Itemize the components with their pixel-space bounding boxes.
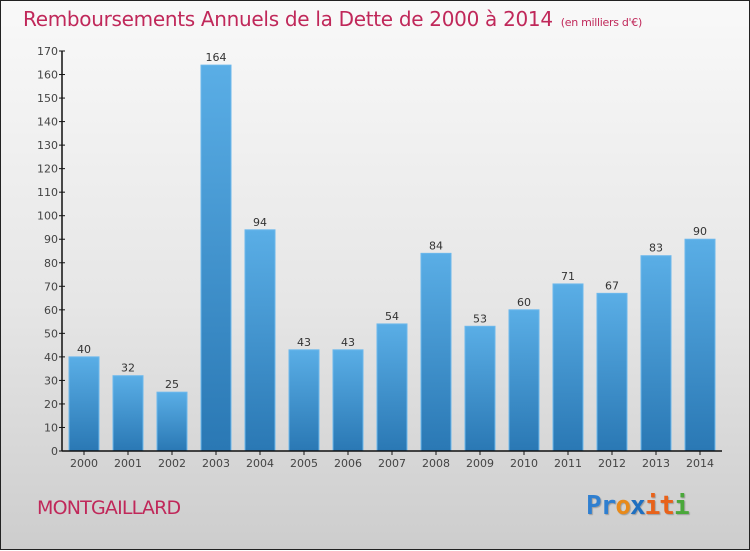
x-tick-label-2001: 2001 [114, 457, 142, 470]
x-tick-label-2006: 2006 [334, 457, 362, 470]
bar-2014 [684, 238, 716, 452]
value-label-2006: 43 [341, 336, 355, 349]
value-label-2003: 164 [206, 51, 227, 64]
value-label-2002: 25 [165, 378, 179, 391]
y-tick-label: 0 [51, 445, 58, 458]
x-tick-label-2000: 2000 [70, 457, 98, 470]
logo-letter: i [673, 491, 690, 521]
x-tick-label-2007: 2007 [378, 457, 406, 470]
y-tick-label: 160 [37, 69, 58, 82]
bar-2009 [464, 325, 496, 452]
x-tick-label-2003: 2003 [202, 457, 230, 470]
value-label-2012: 67 [605, 279, 619, 292]
value-label-2013: 83 [649, 242, 663, 255]
x-tick-label-2010: 2010 [510, 457, 538, 470]
y-tick-label: 90 [44, 233, 58, 246]
value-label-2004: 94 [253, 216, 267, 229]
chart-title-unit: (en milliers d'€) [560, 16, 642, 29]
x-tick-label-2005: 2005 [290, 457, 318, 470]
x-tick-label-2013: 2013 [642, 457, 670, 470]
value-label-2001: 32 [121, 362, 135, 375]
y-tick-label: 10 [44, 421, 58, 434]
bar-2003 [200, 64, 232, 452]
x-tick-label-2004: 2004 [246, 457, 274, 470]
logo-letter: t [659, 491, 675, 521]
y-tick-label: 50 [44, 327, 58, 340]
chart-title-main: Remboursements Annuels de la Dette de 20… [23, 7, 553, 31]
logo-letter: r [600, 491, 617, 521]
y-tick-label: 170 [37, 45, 58, 58]
y-axis: 0 10 20 30 40 50 60 70 80 90 100 110 120 130 140 150 160… [37, 45, 65, 458]
x-tick-label-2012: 2012 [598, 457, 626, 470]
x-tick-label-2014: 2014 [686, 457, 714, 470]
value-label-2011: 71 [561, 270, 575, 283]
bars-group: 40 32 25 164 94 43 43 54 84 53 60 71 67 83 90 [68, 51, 716, 452]
bar-2011 [552, 283, 584, 452]
town-name: MONTGAILLARD [37, 497, 181, 519]
y-tick-label: 110 [37, 186, 58, 199]
value-label-2000: 40 [77, 343, 91, 356]
y-tick-label: 60 [44, 304, 58, 317]
bar-2013 [640, 255, 672, 452]
x-axis: 2000 2001 2002 2003 2004 2005 2006 2007 2008 2009… [62, 450, 722, 470]
bar-2000 [68, 356, 100, 452]
y-tick-label: 100 [37, 210, 58, 223]
bar-2007 [376, 323, 408, 452]
bar-2006 [332, 349, 364, 452]
y-tick-label: 120 [37, 163, 58, 176]
value-label-2009: 53 [473, 312, 487, 325]
logo-letter: o [615, 491, 631, 521]
x-tick-label-2011: 2011 [554, 457, 582, 470]
value-label-2010: 60 [517, 296, 531, 309]
value-label-2008: 84 [429, 239, 443, 252]
value-label-2007: 54 [385, 310, 399, 323]
bar-2002 [156, 391, 188, 452]
bar-2010 [508, 309, 540, 452]
logo-letter: P [586, 491, 602, 521]
y-tick-label: 80 [44, 257, 58, 270]
x-tick-label-2002: 2002 [158, 457, 186, 470]
x-tick-label-2008: 2008 [422, 457, 450, 470]
logo-letter: x [629, 491, 646, 521]
x-tick-label-2009: 2009 [466, 457, 494, 470]
chart-title: Remboursements Annuels de la Dette de 20… [23, 7, 642, 31]
y-tick-label: 70 [44, 280, 58, 293]
bar-2001 [112, 375, 144, 452]
value-label-2014: 90 [693, 225, 707, 238]
bar-2004 [244, 229, 276, 452]
proxiti-logo[interactable]: Proxiti [586, 491, 690, 521]
y-tick-label: 40 [44, 351, 58, 364]
y-tick-label: 20 [44, 398, 58, 411]
bar-2005 [288, 349, 320, 452]
value-label-2005: 43 [297, 336, 311, 349]
y-tick-label: 150 [37, 92, 58, 105]
bar-2008 [420, 252, 452, 452]
bar-2012 [596, 292, 628, 452]
logo-letter: i [644, 491, 661, 521]
y-tick-label: 130 [37, 139, 58, 152]
y-tick-label: 30 [44, 374, 58, 387]
y-tick-label: 140 [37, 116, 58, 129]
